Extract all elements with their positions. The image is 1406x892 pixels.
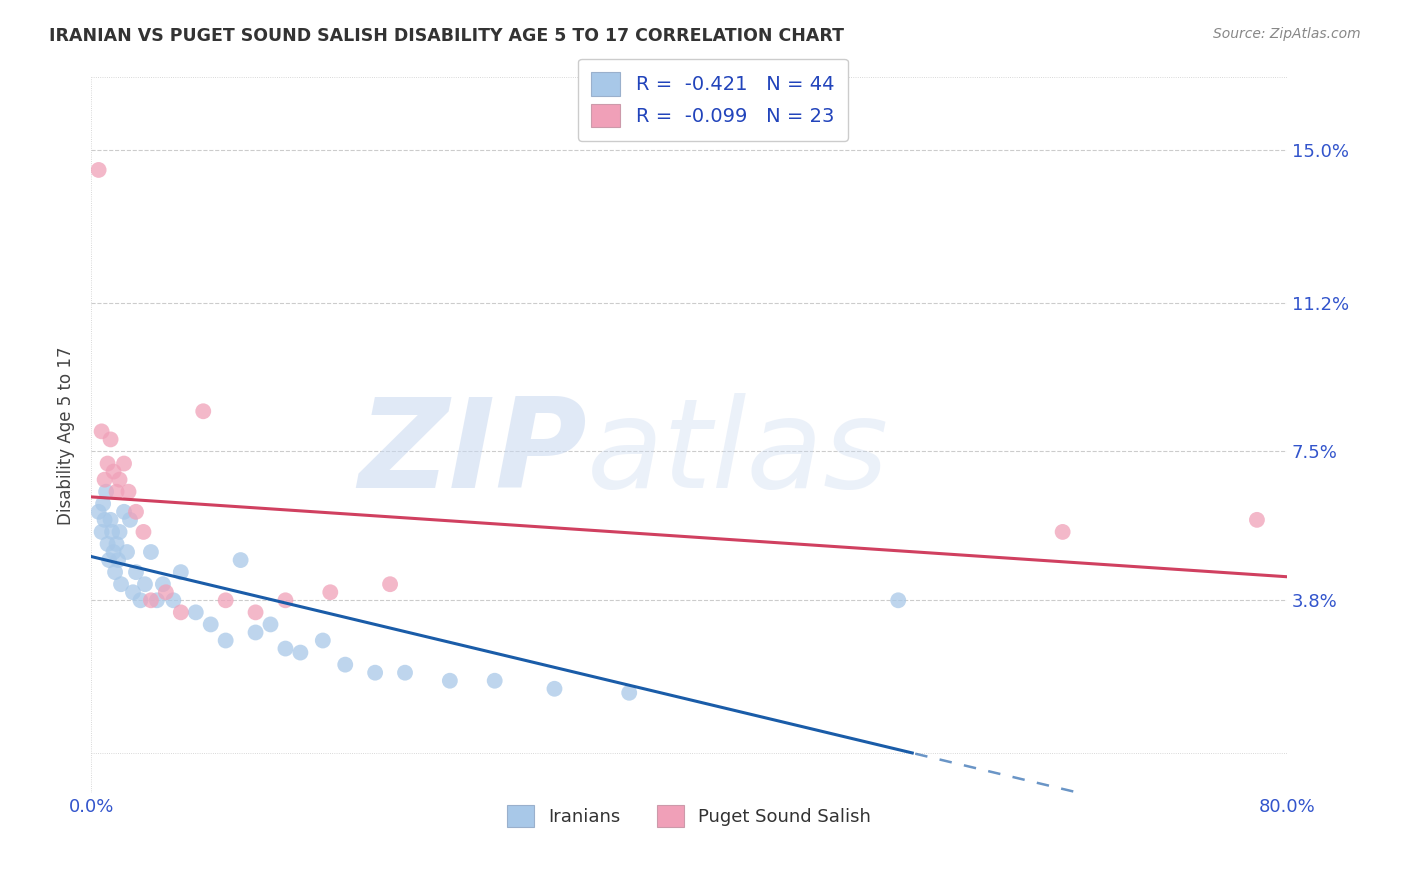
- Point: [108, 524, 131, 539]
- Point: [90, 524, 112, 539]
- Point: [139, 593, 162, 607]
- Point: [101, 524, 124, 539]
- Point: [274, 593, 297, 607]
- Point: [112, 457, 135, 471]
- Point: [108, 473, 131, 487]
- Point: [312, 633, 335, 648]
- Legend: Iranians, Puget Sound Salish: Iranians, Puget Sound Salish: [499, 798, 879, 834]
- Point: [439, 673, 461, 688]
- Point: [100, 513, 122, 527]
- Point: [274, 641, 297, 656]
- Point: [91, 497, 114, 511]
- Point: [132, 524, 155, 539]
- Point: [107, 553, 129, 567]
- Point: [335, 657, 357, 672]
- Point: [125, 565, 148, 579]
- Point: [103, 465, 125, 479]
- Point: [378, 577, 401, 591]
- Point: [152, 577, 174, 591]
- Point: [215, 593, 238, 607]
- Point: [105, 537, 128, 551]
- Point: [118, 513, 141, 527]
- Point: [229, 553, 252, 567]
- Point: [117, 484, 139, 499]
- Y-axis label: Disability Age 5 to 17: Disability Age 5 to 17: [58, 346, 75, 524]
- Point: [484, 673, 506, 688]
- Point: [162, 593, 184, 607]
- Point: [146, 593, 169, 607]
- Point: [394, 665, 416, 680]
- Point: [184, 606, 207, 620]
- Point: [97, 537, 120, 551]
- Point: [200, 617, 222, 632]
- Point: [290, 646, 312, 660]
- Point: [259, 617, 281, 632]
- Point: [87, 163, 110, 178]
- Point: [87, 505, 110, 519]
- Text: IRANIAN VS PUGET SOUND SALISH DISABILITY AGE 5 TO 17 CORRELATION CHART: IRANIAN VS PUGET SOUND SALISH DISABILITY…: [49, 27, 844, 45]
- Point: [98, 553, 121, 567]
- Point: [139, 545, 162, 559]
- Point: [125, 505, 148, 519]
- Point: [122, 585, 145, 599]
- Point: [105, 484, 128, 499]
- Point: [134, 577, 156, 591]
- Point: [90, 425, 112, 439]
- Point: [170, 606, 193, 620]
- Point: [112, 505, 135, 519]
- Point: [887, 593, 910, 607]
- Text: ZIP: ZIP: [359, 392, 588, 514]
- Point: [100, 433, 122, 447]
- Point: [94, 484, 117, 499]
- Point: [619, 686, 641, 700]
- Text: atlas: atlas: [588, 392, 890, 514]
- Point: [103, 545, 125, 559]
- Point: [543, 681, 565, 696]
- Point: [1052, 524, 1074, 539]
- Point: [104, 565, 127, 579]
- Point: [193, 404, 215, 418]
- Point: [1246, 513, 1268, 527]
- Point: [215, 633, 238, 648]
- Point: [245, 625, 267, 640]
- Point: [93, 513, 115, 527]
- Point: [129, 593, 152, 607]
- Point: [245, 606, 267, 620]
- Text: Source: ZipAtlas.com: Source: ZipAtlas.com: [1213, 27, 1361, 41]
- Point: [319, 585, 342, 599]
- Point: [364, 665, 387, 680]
- Point: [155, 585, 177, 599]
- Point: [170, 565, 193, 579]
- Point: [115, 545, 138, 559]
- Point: [93, 473, 115, 487]
- Point: [97, 457, 120, 471]
- Point: [110, 577, 132, 591]
